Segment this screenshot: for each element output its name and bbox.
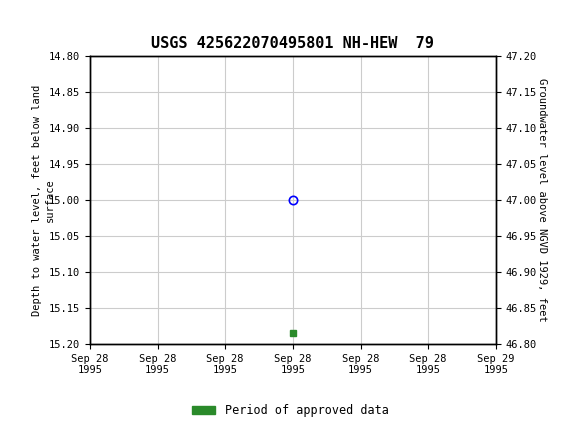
Y-axis label: Depth to water level, feet below land
surface: Depth to water level, feet below land su… [32, 84, 55, 316]
Legend: Period of approved data: Period of approved data [187, 399, 393, 422]
Text: ≡USGS: ≡USGS [6, 9, 60, 27]
Y-axis label: Groundwater level above NGVD 1929, feet: Groundwater level above NGVD 1929, feet [538, 78, 548, 322]
Title: USGS 425622070495801 NH-HEW  79: USGS 425622070495801 NH-HEW 79 [151, 36, 434, 51]
